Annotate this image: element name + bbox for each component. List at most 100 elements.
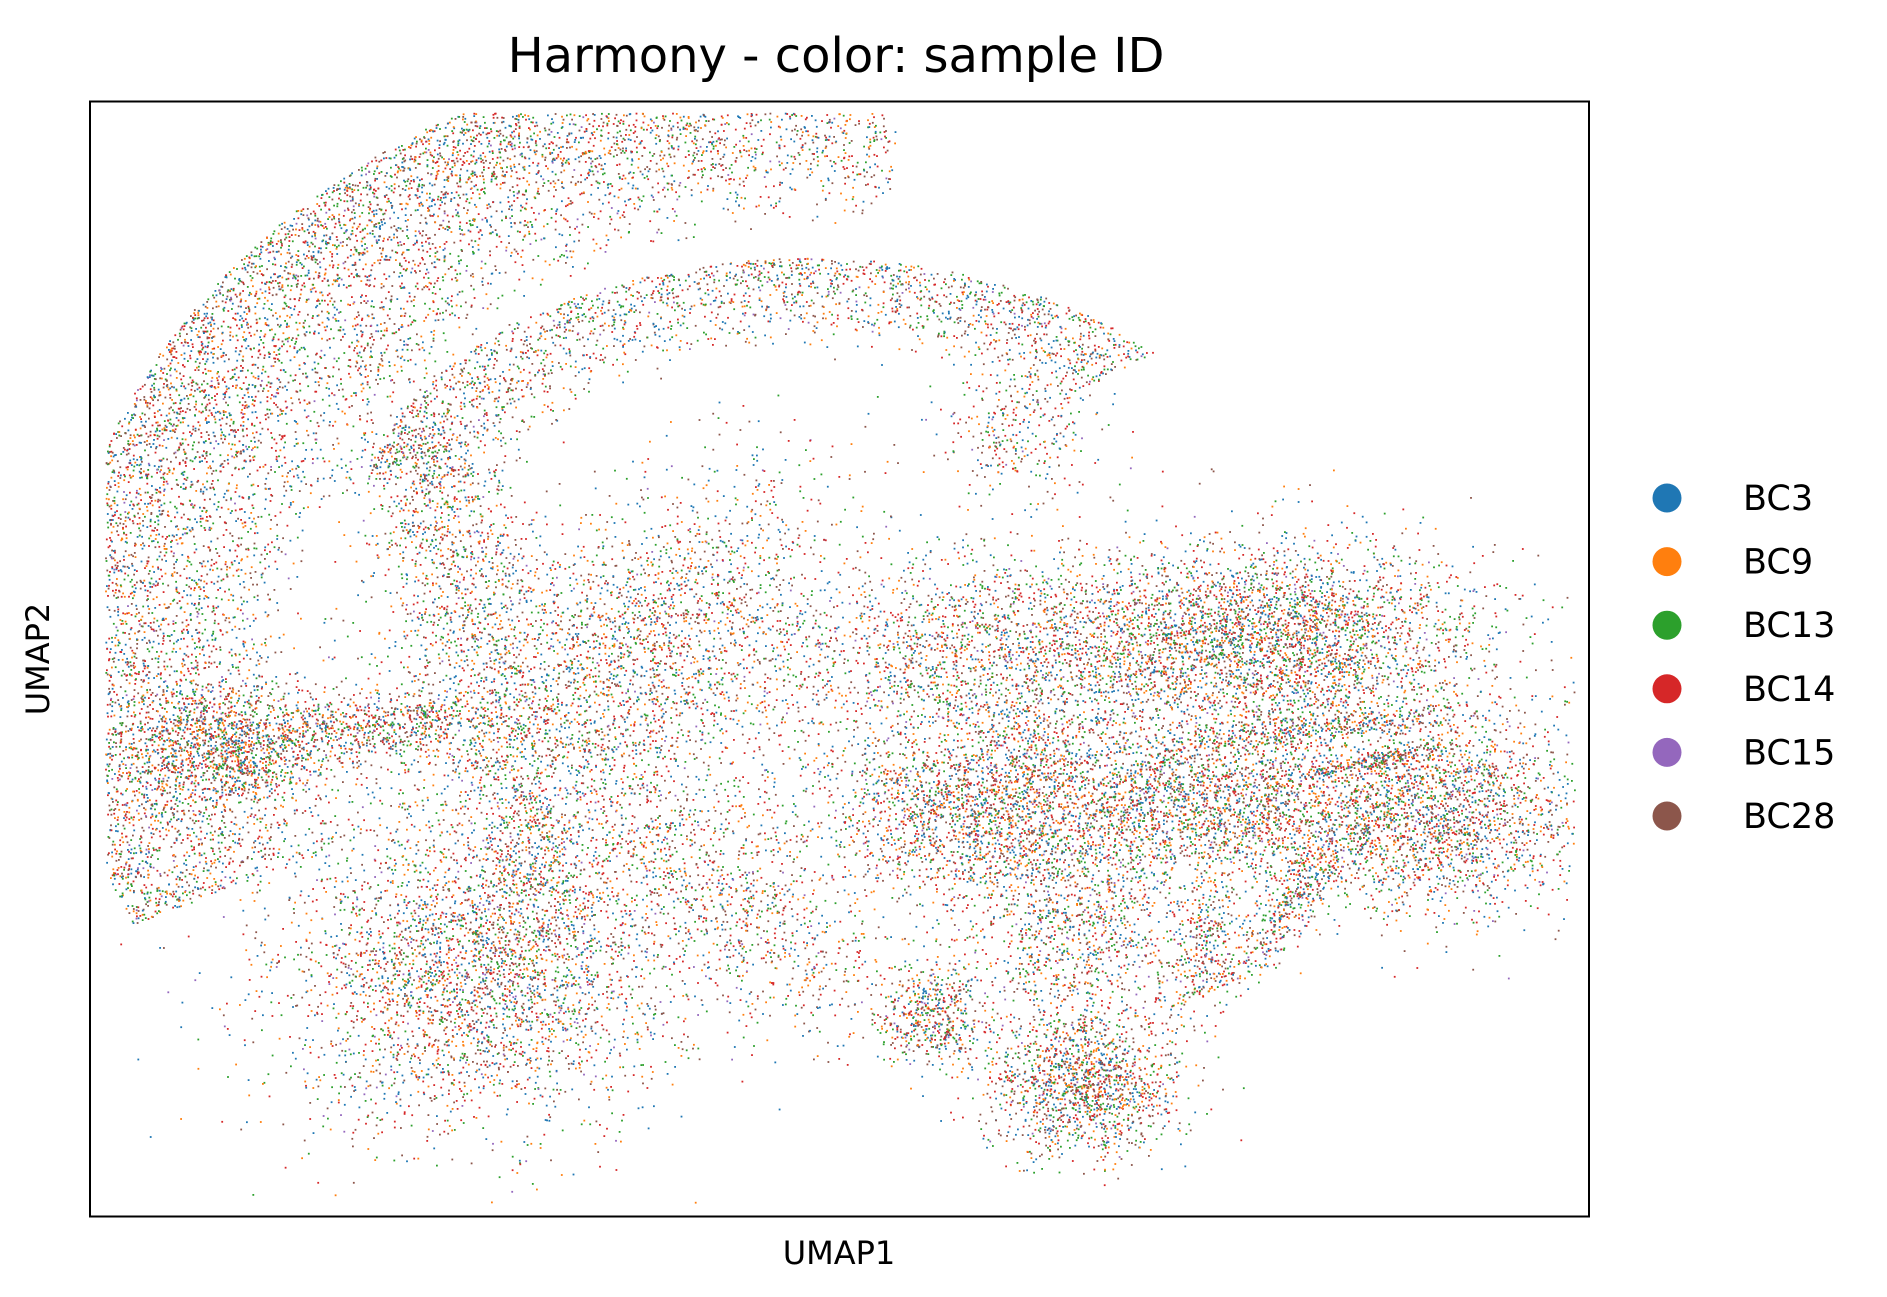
scatter-point-581 [231, 811, 233, 813]
scatter-point-990 [123, 491, 125, 493]
scatter-point-4029 [407, 360, 409, 362]
scatter-point-996 [166, 834, 168, 836]
scatter-point-4408 [451, 173, 453, 175]
scatter-point-4893 [523, 295, 525, 297]
scatter-point-70 [126, 537, 128, 539]
scatter-point-2890 [211, 892, 213, 894]
scatter-point-3044 [162, 637, 164, 639]
scatter-point-2030 [173, 893, 175, 895]
scatter-point-2922 [315, 442, 317, 444]
scatter-point-3363 [223, 688, 225, 690]
scatter-point-4808 [125, 644, 127, 646]
scatter-point-1701 [181, 554, 183, 556]
scatter-point-1122 [164, 555, 166, 557]
scatter-point-2703 [496, 246, 498, 248]
scatter-point-1098 [260, 249, 262, 251]
scatter-point-4959 [868, 156, 870, 158]
scatter-point-511 [106, 560, 108, 562]
scatter-point-2411 [848, 176, 850, 178]
scatter-point-683 [149, 502, 151, 504]
scatter-point-719 [591, 184, 593, 186]
scatter-point-1543 [293, 647, 295, 649]
scatter-point-1507 [506, 166, 508, 168]
scatter-point-3471 [207, 561, 209, 563]
scatter-point-1820 [200, 827, 202, 829]
scatter-point-1816 [200, 580, 202, 582]
scatter-point-4974 [247, 323, 249, 325]
scatter-point-440 [365, 369, 367, 371]
scatter-point-2405 [204, 353, 206, 355]
scatter-point-3564 [144, 516, 146, 518]
scatter-point-4192 [246, 719, 248, 721]
scatter-point-1216 [168, 777, 170, 779]
scatter-point-4323 [401, 208, 403, 210]
scatter-point-1812 [163, 545, 165, 547]
scatter-point-1810 [223, 321, 225, 323]
scatter-point-1690 [213, 704, 215, 706]
scatter-point-4678 [140, 468, 142, 470]
scatter-point-2920 [229, 271, 231, 273]
scatter-point-4715 [786, 162, 788, 164]
scatter-point-692 [366, 225, 368, 227]
scatter-point-2951 [167, 824, 169, 826]
scatter-point-4089 [246, 435, 248, 437]
scatter-point-1190 [257, 777, 259, 779]
scatter-point-3236 [370, 347, 372, 349]
scatter-point-1484 [344, 267, 346, 269]
scatter-point-3288 [295, 229, 297, 231]
scatter-point-2911 [365, 264, 367, 266]
scatter-point-4785 [229, 533, 231, 535]
scatter-point-4181 [217, 506, 219, 508]
scatter-point-3691 [420, 214, 422, 216]
scatter-point-348 [251, 372, 253, 374]
scatter-point-4194 [526, 142, 528, 144]
scatter-point-98 [433, 334, 435, 336]
scatter-point-4136 [742, 135, 744, 137]
scatter-point-964 [177, 740, 179, 742]
scatter-point-4202 [431, 200, 433, 202]
scatter-point-1030 [127, 778, 129, 780]
scatter-point-1747 [173, 714, 175, 716]
scatter-point-913 [722, 169, 724, 171]
scatter-point-4560 [610, 153, 612, 155]
scatter-point-367 [107, 504, 109, 506]
scatter-point-4849 [697, 169, 699, 171]
scatter-point-2225 [225, 563, 227, 565]
scatter-point-4512 [279, 316, 281, 318]
scatter-point-4979 [730, 192, 732, 194]
scatter-point-4952 [513, 164, 515, 166]
scatter-point-4831 [350, 255, 352, 257]
scatter-point-354 [274, 361, 276, 363]
scatter-point-3204 [383, 158, 385, 160]
scatter-point-4355 [400, 194, 402, 196]
scatter-point-2051 [280, 438, 282, 440]
scatter-point-2878 [194, 505, 196, 507]
scatter-point-4896 [473, 137, 475, 139]
scatter-point-389 [458, 260, 460, 262]
scatter-point-836 [265, 645, 267, 647]
scatter-point-1434 [267, 319, 269, 321]
scatter-point-2574 [315, 855, 317, 857]
scatter-point-422 [686, 124, 688, 126]
scatter-point-2954 [490, 145, 492, 147]
scatter-point-3419 [212, 480, 214, 482]
scatter-point-2429 [141, 477, 143, 479]
scatter-point-2019 [114, 497, 116, 499]
scatter-point-1209 [189, 377, 191, 379]
scatter-point-2712 [437, 258, 439, 260]
scatter-point-1609 [146, 712, 148, 714]
scatter-point-4357 [222, 815, 224, 817]
scatter-point-161 [254, 255, 256, 257]
scatter-point-2974 [173, 567, 175, 569]
scatter-point-3610 [361, 241, 363, 243]
scatter-point-465 [186, 894, 188, 896]
scatter-point-974 [578, 232, 580, 234]
scatter-point-271 [300, 294, 302, 296]
scatter-point-2906 [301, 560, 303, 562]
scatter-point-4482 [381, 209, 383, 211]
scatter-point-2313 [182, 460, 184, 462]
scatter-point-4416 [144, 414, 146, 416]
scatter-point-1079 [542, 178, 544, 180]
scatter-point-4151 [141, 561, 143, 563]
scatter-point-4492 [467, 151, 469, 153]
